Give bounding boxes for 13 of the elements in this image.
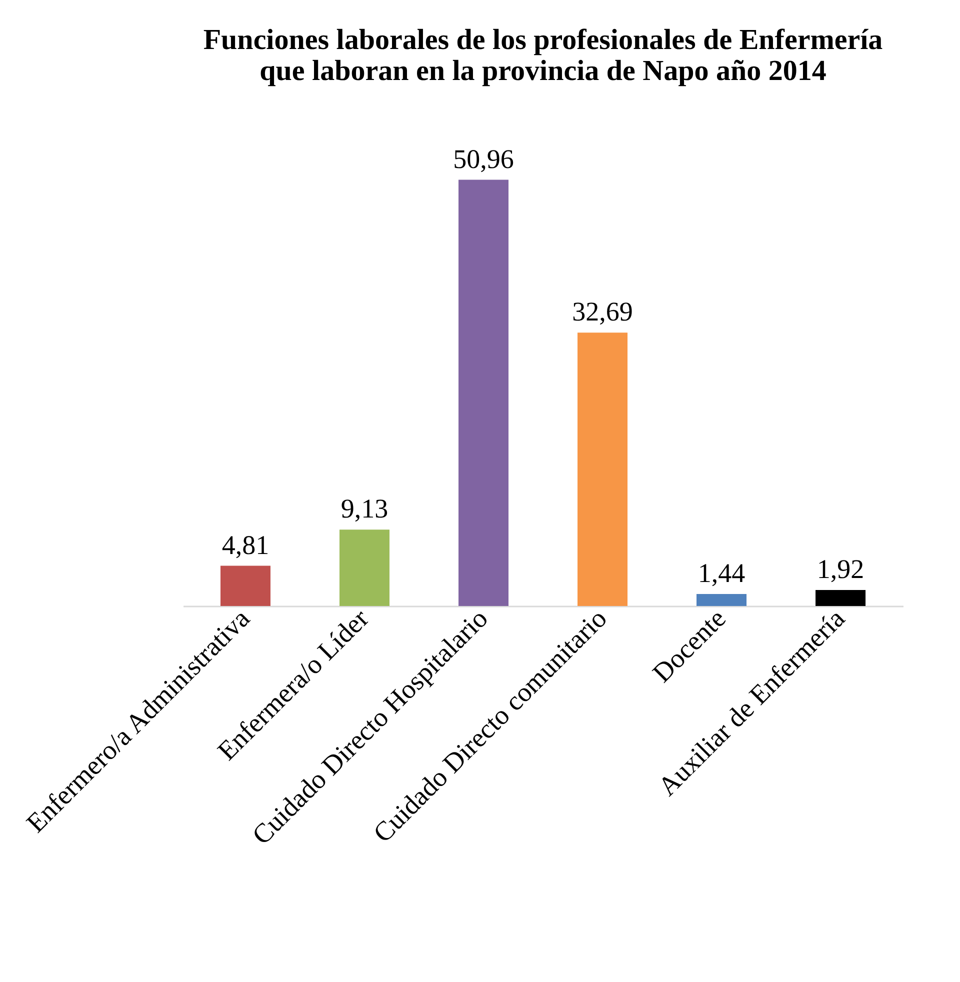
bar	[816, 590, 866, 606]
bar	[220, 566, 270, 606]
bar	[458, 180, 508, 606]
data-label: 9,13	[340, 494, 388, 524]
bar	[696, 594, 747, 606]
data-label: 4,81	[222, 530, 270, 560]
data-label: 50,96	[453, 144, 514, 174]
data-label: 32,69	[572, 296, 633, 327]
data-label: 1,44	[698, 558, 746, 588]
chart-title: Funciones laborales de los profesionales de Enfermería que laboran en la provincia de Napo año 2014	[203, 24, 884, 87]
bar	[339, 530, 390, 606]
bar	[578, 332, 628, 606]
data-label: 1,92	[816, 554, 864, 584]
